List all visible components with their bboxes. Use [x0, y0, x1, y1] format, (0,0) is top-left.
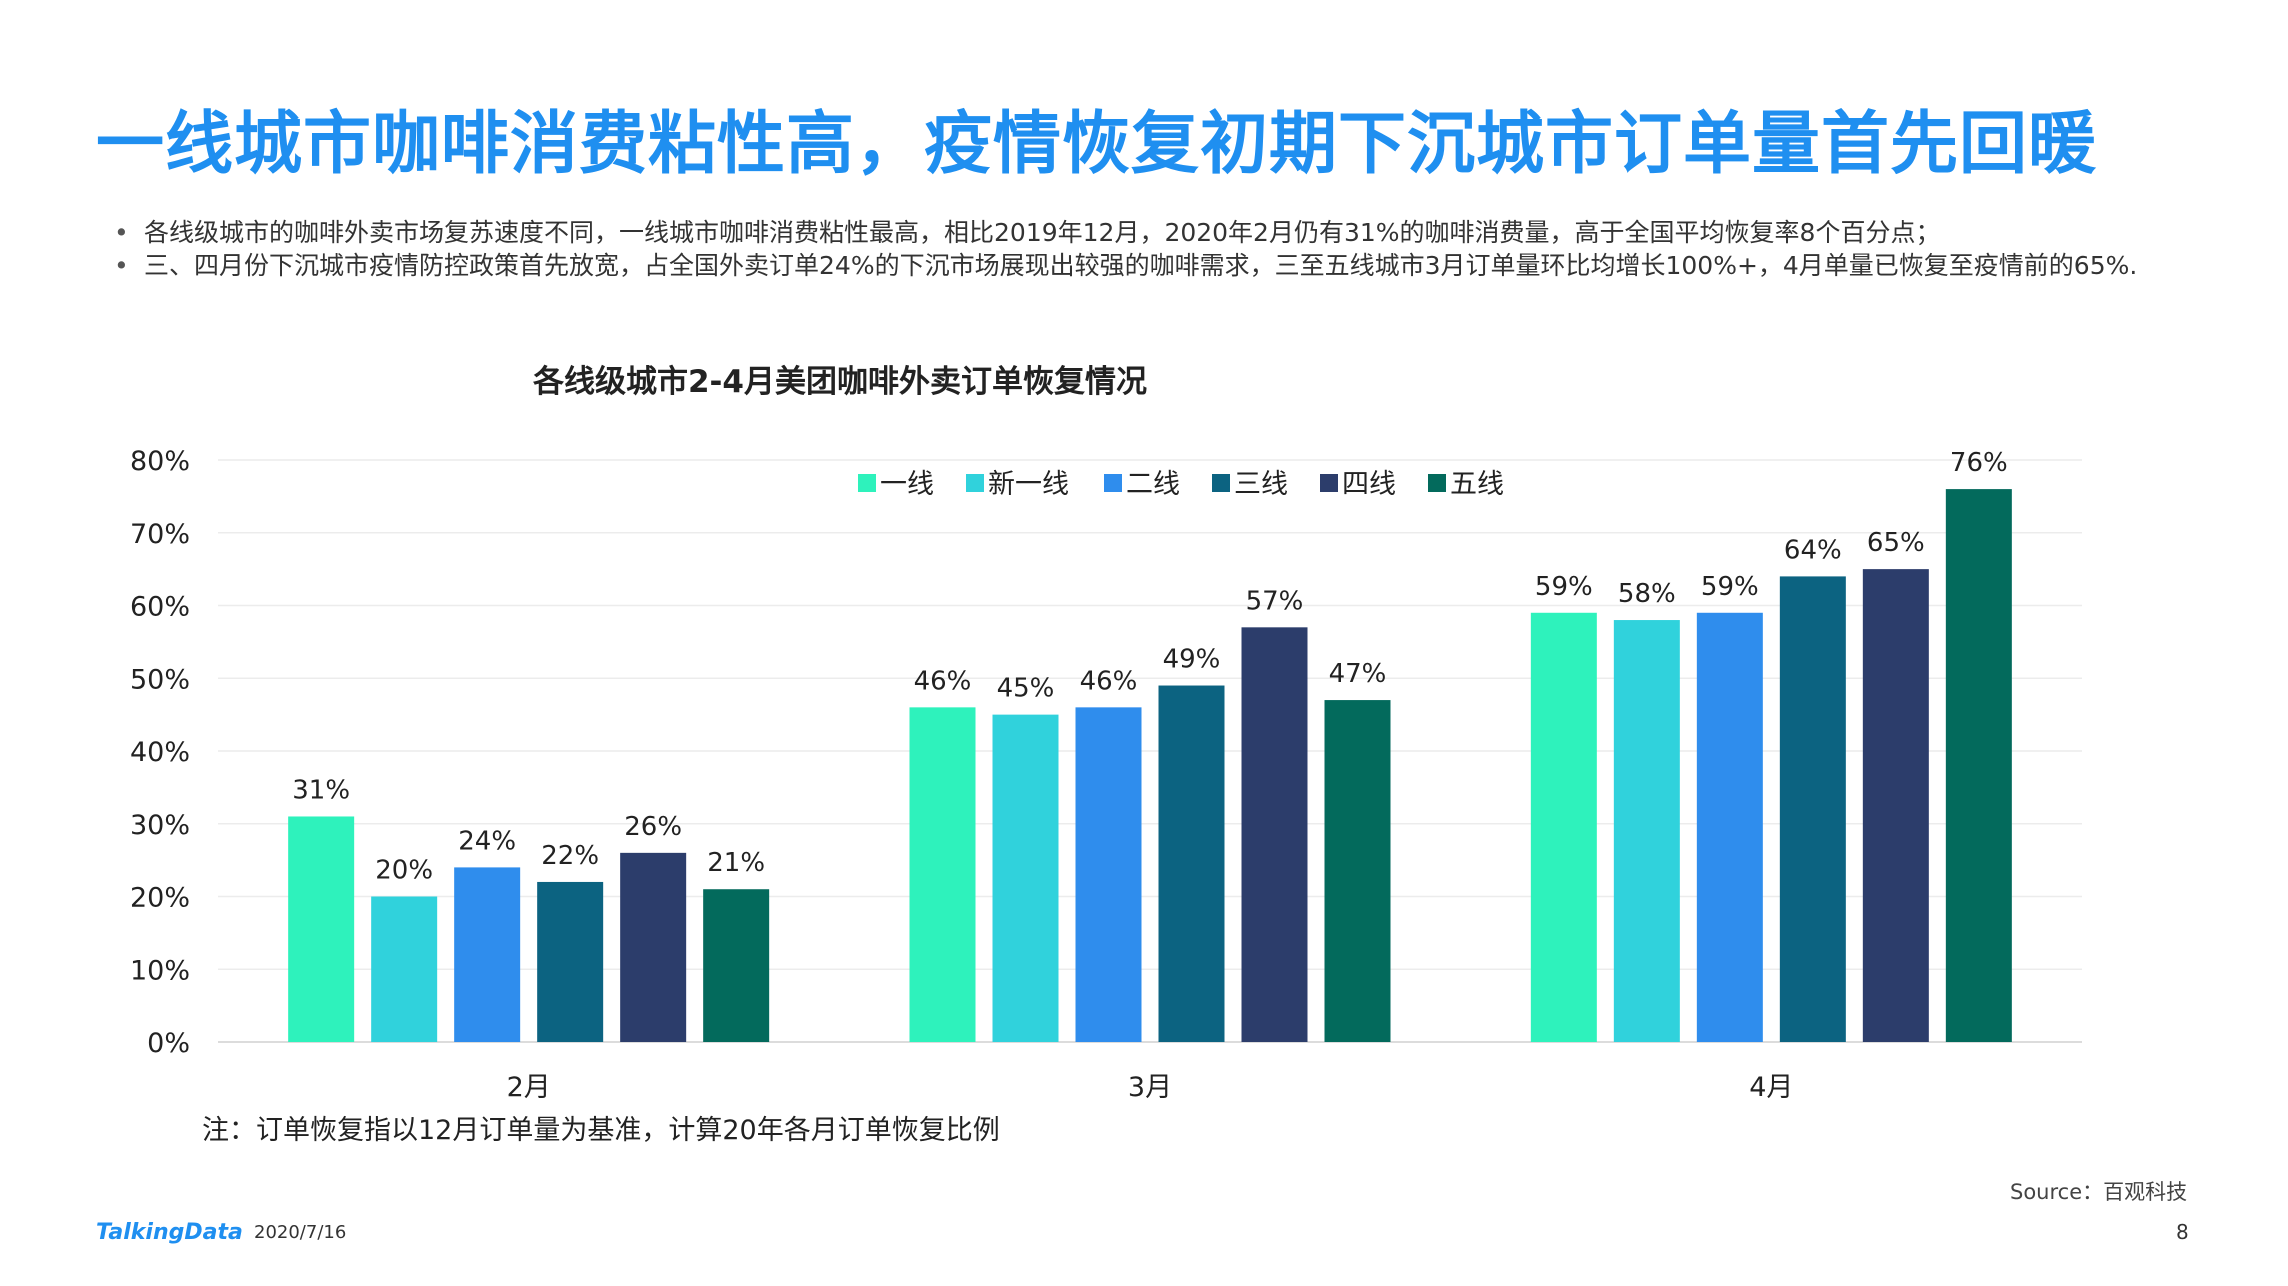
bar — [992, 714, 1059, 1042]
bullet-item: • 各线级城市的咖啡外卖市场复苏速度不同，一线城市咖啡消费粘性最高，相比2019年… — [108, 216, 2188, 249]
legend-label: 四线 — [1342, 469, 1396, 500]
bar — [454, 867, 521, 1042]
y-tick-label: 70% — [130, 519, 190, 550]
bar — [909, 707, 976, 1042]
legend-label: 一线 — [880, 469, 934, 500]
bullet-text: 各线级城市的咖啡外卖市场复苏速度不同，一线城市咖啡消费粘性最高，相比2019年1… — [144, 218, 1941, 247]
bar — [1075, 707, 1142, 1042]
data-label: 47% — [1329, 659, 1387, 689]
legend-swatch — [966, 474, 984, 492]
data-label: 45% — [997, 674, 1055, 704]
bullet-text: 三、四月份下沉城市疫情防控政策首先放宽，占全国外卖订单24%的下沉市场展现出较强… — [144, 251, 2138, 280]
y-tick-label: 20% — [130, 883, 190, 914]
y-tick-label: 10% — [130, 955, 190, 986]
legend-swatch — [858, 474, 876, 492]
y-tick-label: 0% — [147, 1028, 190, 1059]
bar — [1241, 627, 1308, 1042]
bar — [1862, 569, 1929, 1042]
data-label: 22% — [541, 841, 599, 871]
data-label: 64% — [1784, 535, 1842, 565]
legend-swatch — [1104, 474, 1122, 492]
bar — [1613, 620, 1680, 1042]
bar — [537, 881, 604, 1042]
footer-date: 2020/7/16 — [254, 1222, 347, 1243]
bullet-dot: • — [114, 218, 129, 247]
data-label: 46% — [1080, 666, 1138, 696]
legend-label: 五线 — [1450, 469, 1504, 500]
x-tick-label: 4月 — [1749, 1072, 1793, 1103]
data-label: 20% — [375, 856, 433, 886]
y-tick-label: 60% — [130, 592, 190, 623]
data-label: 24% — [458, 826, 516, 856]
bar — [1779, 576, 1846, 1042]
data-label: 49% — [1163, 645, 1221, 675]
bar — [620, 852, 687, 1042]
data-label: 59% — [1535, 572, 1593, 602]
chart-note: 注：订单恢复指以12月订单量为基准，计算20年各月订单恢复比例 — [202, 1115, 1000, 1146]
chart-title: 各线级城市2-4月美团咖啡外卖订单恢复情况 — [532, 364, 1147, 400]
legend-swatch — [1320, 474, 1338, 492]
source-text: Source：百观科技 — [2010, 1180, 2188, 1204]
page-number: 8 — [2176, 1220, 2189, 1244]
legend-swatch — [1428, 474, 1446, 492]
bar — [1530, 612, 1597, 1042]
data-label: 57% — [1246, 586, 1304, 616]
data-label: 26% — [624, 812, 682, 842]
page-title: 一线城市咖啡消费粘性高，疫情恢复初期下沉城市订单量首先回暖 — [96, 105, 2098, 184]
x-tick-label: 3月 — [1128, 1072, 1172, 1103]
bar — [1158, 685, 1225, 1042]
talkingdata-logo: TalkingData — [96, 1220, 243, 1245]
y-tick-label: 40% — [130, 737, 190, 768]
y-tick-label: 80% — [130, 446, 190, 477]
bullet-item: • 三、四月份下沉城市疫情防控政策首先放宽，占全国外卖订单24%的下沉市场展现出较… — [108, 249, 2188, 282]
legend-label: 三线 — [1234, 469, 1288, 500]
bar — [703, 889, 770, 1042]
bar — [1324, 700, 1391, 1042]
y-tick-label: 50% — [130, 664, 190, 695]
legend-label: 二线 — [1126, 469, 1180, 500]
bar — [371, 896, 438, 1042]
data-label: 65% — [1867, 528, 1925, 558]
data-label: 59% — [1701, 572, 1759, 602]
bullet-list: • 各线级城市的咖啡外卖市场复苏速度不同，一线城市咖啡消费粘性最高，相比2019年… — [108, 216, 2188, 282]
x-tick-label: 2月 — [507, 1072, 551, 1103]
bar — [1696, 612, 1763, 1042]
legend-swatch — [1212, 474, 1230, 492]
bar — [288, 816, 355, 1042]
data-label: 76% — [1950, 448, 2008, 478]
y-tick-label: 30% — [130, 810, 190, 841]
data-label: 31% — [292, 775, 350, 805]
bullet-dot: • — [114, 251, 129, 280]
data-label: 58% — [1618, 579, 1676, 609]
data-label: 46% — [914, 666, 972, 696]
bar — [1945, 489, 2012, 1043]
legend-label: 新一线 — [988, 469, 1069, 500]
data-label: 21% — [707, 848, 765, 878]
